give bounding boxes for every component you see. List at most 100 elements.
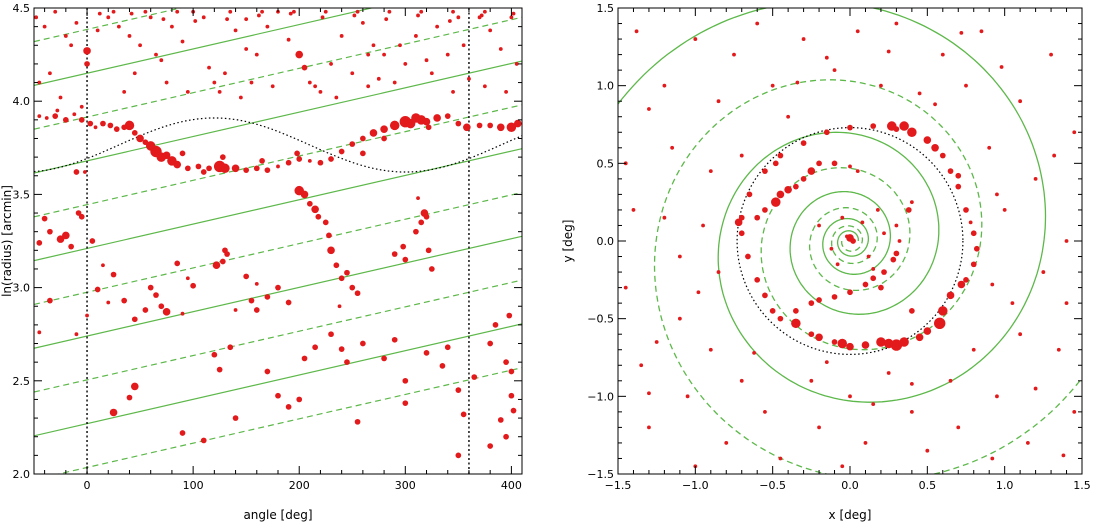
data-point <box>260 9 264 14</box>
data-point <box>53 9 58 14</box>
left-vertical-lines <box>86 8 470 474</box>
data-point <box>238 95 243 100</box>
data-point <box>809 378 814 383</box>
data-point <box>970 261 977 268</box>
data-point <box>42 24 47 29</box>
x-tick-label: −1.0 <box>682 479 709 492</box>
data-point <box>460 411 467 418</box>
data-point <box>206 165 212 172</box>
data-point <box>754 214 761 221</box>
data-point <box>296 156 303 162</box>
data-point <box>423 349 430 356</box>
data-point <box>170 24 174 29</box>
data-point <box>338 275 345 282</box>
data-point <box>973 245 980 252</box>
data-point <box>800 176 807 182</box>
data-point <box>425 247 432 254</box>
data-point <box>113 126 120 133</box>
data-point <box>366 84 371 89</box>
data-point <box>185 89 190 94</box>
data-point <box>158 303 165 310</box>
data-point <box>909 409 914 414</box>
data-point <box>909 200 914 205</box>
data-point <box>143 9 148 14</box>
data-point <box>93 125 98 130</box>
data-point <box>350 71 355 76</box>
solid-spiral-line-0 <box>34 323 522 437</box>
data-point <box>990 282 995 287</box>
data-point <box>148 15 153 20</box>
data-point <box>999 65 1004 69</box>
data-point <box>63 34 68 38</box>
data-point <box>211 351 218 358</box>
dashed-spiral-line-1 <box>34 279 522 393</box>
data-point <box>315 213 322 220</box>
data-point <box>259 157 265 164</box>
y-tick-label: 2.0 <box>13 468 31 481</box>
data-point <box>136 134 144 143</box>
data-point <box>248 297 255 304</box>
data-point <box>193 19 198 23</box>
data-point <box>162 151 171 160</box>
data-point <box>883 338 894 349</box>
data-point <box>693 37 698 41</box>
data-point <box>392 80 397 85</box>
data-point <box>850 238 856 244</box>
data-point <box>931 144 939 152</box>
data-point <box>801 37 806 41</box>
data-point <box>201 15 206 20</box>
data-point <box>634 29 639 34</box>
data-point <box>968 220 973 225</box>
data-point <box>870 123 877 129</box>
data-point <box>463 123 471 132</box>
data-point <box>955 183 962 190</box>
right-xlabel: x [deg] <box>829 508 872 522</box>
y-tick-label: −1.0 <box>587 390 614 403</box>
data-point <box>435 24 440 29</box>
data-point <box>831 294 838 300</box>
data-point <box>479 13 484 18</box>
left-ylabel: ln(radius) [arcmin] <box>0 185 14 297</box>
dashed-spiral-line-4 <box>34 16 522 130</box>
data-point <box>212 261 221 270</box>
data-point <box>752 350 757 355</box>
y-tick-label: 0.5 <box>597 157 615 170</box>
data-point <box>503 359 509 366</box>
data-point <box>419 9 424 14</box>
data-point <box>85 313 89 318</box>
data-point <box>647 425 651 430</box>
data-point <box>971 347 976 352</box>
data-point <box>831 339 838 345</box>
data-point <box>848 164 852 169</box>
data-point <box>360 135 366 142</box>
data-point <box>328 156 334 162</box>
data-point <box>800 140 807 146</box>
data-point <box>739 378 744 383</box>
data-point <box>254 52 259 57</box>
data-point <box>161 17 166 22</box>
x-tick-label: −0.5 <box>759 479 786 492</box>
data-point <box>398 43 402 48</box>
data-point <box>47 297 53 304</box>
data-point <box>41 215 48 222</box>
data-point <box>185 276 190 281</box>
data-point <box>455 387 462 393</box>
data-point <box>78 116 85 123</box>
data-point <box>138 43 142 48</box>
data-point <box>662 83 667 88</box>
data-point <box>875 208 880 212</box>
data-point <box>231 164 240 173</box>
data-point <box>132 71 137 76</box>
data-point <box>963 276 969 283</box>
data-point <box>508 392 515 399</box>
data-point <box>769 308 776 314</box>
data-point <box>111 9 116 14</box>
data-point <box>631 208 636 212</box>
data-point <box>808 300 815 306</box>
data-point <box>1072 130 1077 135</box>
data-point <box>413 228 419 235</box>
data-point <box>337 304 342 309</box>
data-point <box>195 163 202 170</box>
data-point <box>285 159 292 166</box>
y-tick-label: 4.5 <box>13 2 31 15</box>
